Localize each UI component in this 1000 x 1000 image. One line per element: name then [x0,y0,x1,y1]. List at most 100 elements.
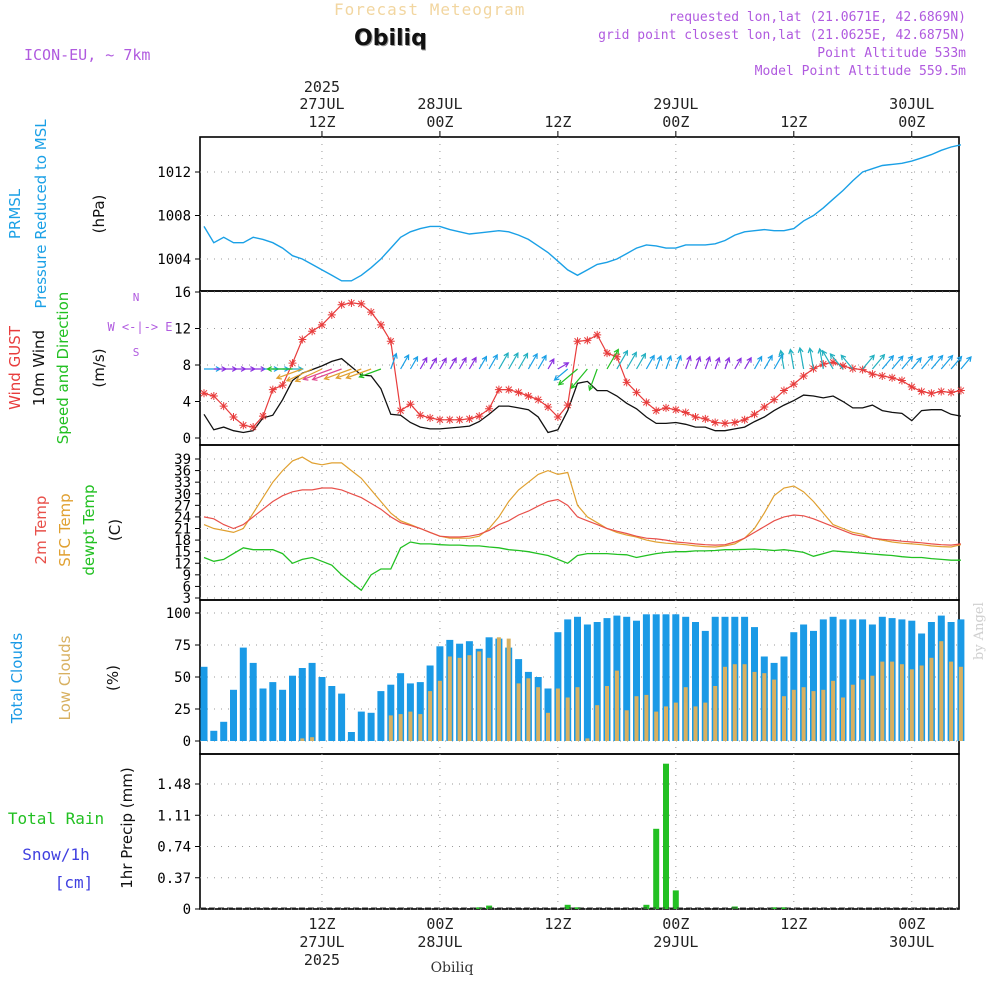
model-label: ICON-EU, ~ 7km [24,46,151,64]
total-cloud-bar [318,677,326,741]
gust-marker [455,415,464,424]
gust-marker [544,402,553,411]
gust-marker [239,421,248,430]
ytick-label-precip: 0.74 [157,840,191,856]
wind-direction-arrow [881,354,895,370]
ytick-label-precip: 0.37 [157,871,191,887]
low-cloud-bar [791,689,796,741]
wind-direction-arrow [821,349,834,370]
low-cloud-bar [811,691,816,741]
wind-direction-arrow [940,354,954,370]
wind-direction-arrow [744,356,752,370]
low-cloud-bar [860,679,865,741]
total-cloud-bar [269,682,277,741]
low-cloud-bar [506,638,511,741]
ytick-label-temperature: 27 [174,498,191,514]
wind-direction-arrow [788,348,795,370]
gust-marker [258,412,267,421]
total-cloud-bar [397,673,405,741]
wind-direction-arrow [400,354,410,370]
low-cloud-bar [408,711,413,741]
gust-marker [327,310,336,319]
low-cloud-bar [762,673,767,741]
top-date-label: 27JUL [299,95,344,113]
wind-direction-arrow [626,351,637,370]
wind-direction-arrow [921,354,934,370]
gust-marker [819,360,828,369]
low-cloud-bar [644,694,649,741]
gust-marker [730,418,739,427]
low-cloud-bar [949,661,954,741]
wind-direction-arrow [275,368,303,380]
top-hour-label: 12Z [308,113,335,131]
total-cloud-bar [672,614,680,741]
total-cloud-bar [367,712,375,741]
low-cloud-bar [841,697,845,741]
gust-marker [396,406,405,415]
ytick-label-temperature: 21 [174,522,191,538]
gust-marker [426,413,435,422]
low-clouds-label: Low Clouds [56,635,74,720]
wind-direction-arrow [488,353,498,370]
low-cloud-bar [939,641,944,741]
wind-direction-arrow [478,355,488,370]
ytick-label-temperature: 30 [174,487,191,503]
bottom-date-label: 28JUL [417,933,462,951]
wind-direction-arrow [285,368,313,382]
total-cloud-bar [603,618,611,741]
low-cloud-bar [447,656,452,741]
pressure-label-1: PRMSL [6,188,24,239]
gust-marker [200,389,208,398]
temp-dewpt-label: dewpt Temp [80,484,98,575]
ytick-label-wind: 16 [174,285,191,301]
bottom-date-label: 27JUL [299,933,344,951]
sfc-temp-line [203,456,962,548]
low-cloud-bar [428,691,433,741]
temp-2m-line [203,487,961,546]
gust-marker [927,389,936,398]
wind-direction-arrow [429,357,437,370]
low-cloud-bar [437,680,442,741]
total-cloud-bar [377,691,385,741]
gust-marker [278,381,287,390]
wind-direction-arrow [302,368,332,381]
total-cloud-bar [819,619,827,741]
low-cloud-bar [772,679,777,741]
gust-marker [799,371,808,380]
temp-unit: (C) [106,519,124,541]
requested-coords: requested lon,lat (21.0671E, 42.6869N) [668,10,966,25]
gust-marker [937,387,946,396]
bottom-date-label: 30JUL [889,933,934,951]
low-cloud-bar [683,687,688,741]
gust-marker [868,370,877,379]
low-cloud-bar [457,657,462,741]
precip-unit: 1hr Precip (mm) [118,767,136,888]
wind-direction-arrow [655,354,663,370]
top-hour-label: 00Z [426,113,453,131]
gust-marker [838,361,847,370]
low-cloud-bar [929,657,934,741]
low-cloud-bar [614,670,619,741]
total-cloud-bar [308,662,316,741]
low-cloud-bar [870,675,875,741]
gust-marker [376,320,385,329]
total-cloud-bar [289,675,296,741]
gust-marker [219,402,228,411]
gust-marker [858,365,867,374]
wind-direction-arrow [694,355,702,370]
wind-direction-arrow [675,354,682,370]
low-cloud-bar [634,696,639,741]
ytick-label-temperature: 18 [174,533,191,549]
wind-direction-arrow [243,366,257,372]
rain-bar [663,763,669,909]
gust-marker [907,382,916,391]
wind-direction-arrow [390,352,398,370]
total-cloud-bar [623,616,631,741]
rain-bar [574,907,581,909]
total-cloud-bar [574,616,581,741]
top-hour-label: 12Z [544,113,571,131]
total-cloud-bar [416,682,424,741]
wind-direction-arrow [763,354,773,370]
total-cloud-bar [230,689,237,741]
